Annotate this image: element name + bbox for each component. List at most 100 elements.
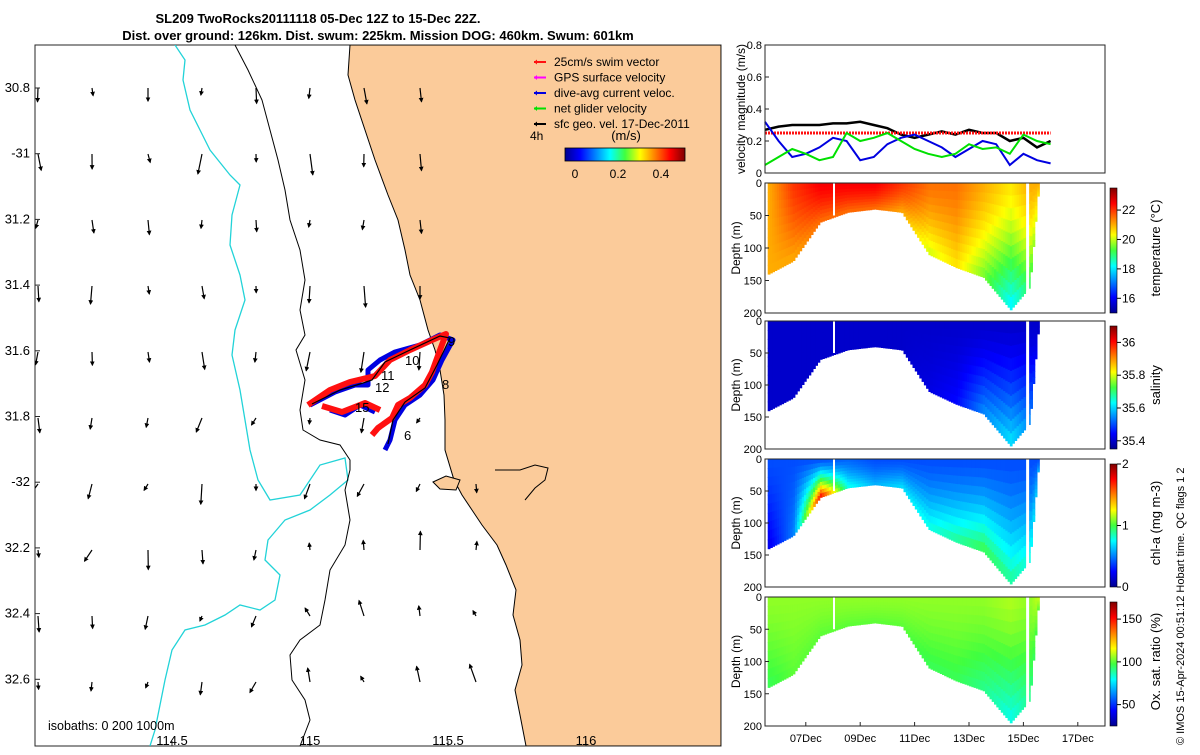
day-label-8: 8 — [442, 377, 449, 392]
speed-colorbar — [565, 148, 685, 161]
velocity-series-line — [765, 122, 1051, 148]
data-gap — [833, 321, 835, 353]
map-x-tick-label: 116 — [576, 733, 597, 748]
heatmap-cell — [1035, 351, 1038, 355]
heatmap-cell — [1030, 263, 1033, 273]
panel-y-tick-label: 150 — [744, 550, 762, 562]
heatmap-cell — [1035, 202, 1038, 206]
panel-y-tick-label: 50 — [750, 211, 762, 223]
data-gap — [1026, 321, 1029, 449]
panel-ylabel: Depth (m) — [729, 358, 743, 411]
speed-cbar-tick-0: 0 — [572, 167, 579, 181]
title-line-1: SL209 TwoRocks20111118 05-Dec 12Z to 15-… — [156, 11, 481, 26]
sfc-velocity-arrow — [256, 220, 257, 232]
heatmap-cell — [1035, 482, 1038, 486]
heatmap-cell — [1033, 234, 1036, 241]
panel-colorbar — [1110, 464, 1117, 587]
legend-label: net glider velocity — [554, 102, 647, 116]
panel-colorbar — [1110, 326, 1117, 449]
cbar-tick-label: 36 — [1122, 335, 1136, 349]
heatmap-cell — [1035, 478, 1038, 482]
heatmap-cell — [1037, 471, 1040, 473]
heatmap-cell — [1037, 333, 1040, 335]
heatmap-cell — [1033, 221, 1036, 228]
heatmap-cell — [1035, 344, 1038, 348]
heatmap-cell — [1035, 217, 1038, 221]
map-y-tick-label: 32.4 — [5, 606, 30, 621]
day-label-12: 12 — [375, 380, 389, 395]
heatmap-cell — [1035, 214, 1038, 218]
heatmap-cell — [1035, 340, 1038, 344]
cbar-tick-label: 0 — [1122, 580, 1129, 594]
heatmap-cell — [1033, 371, 1036, 378]
data-gap — [1026, 183, 1029, 313]
day-label-15: 15 — [355, 400, 369, 415]
heatmap-cell — [1033, 515, 1036, 522]
heatmap-cell — [1033, 503, 1036, 510]
day-label-9: 9 — [448, 334, 455, 349]
heatmap-cell — [1035, 489, 1038, 493]
panel-salinity: Depth (m)35.435.635.836salinity050100150… — [729, 316, 1163, 456]
map-y-tick-label: 31.2 — [5, 211, 30, 226]
legend-label: dive-avg current veloc. — [554, 86, 675, 100]
data-gap — [833, 459, 835, 491]
panel-ylabel: Depth (m) — [729, 496, 743, 549]
legend-label: 25cm/s swim vector — [554, 55, 659, 69]
time-label: 4h — [530, 129, 543, 143]
panel-y-tick-label: 100 — [744, 243, 762, 255]
heatmap-cell — [1033, 509, 1036, 516]
heatmap-cell — [1035, 210, 1038, 214]
panel-cbar-label: temperature (°C) — [1148, 200, 1163, 297]
heatmap-cell — [1037, 195, 1040, 197]
cbar-tick-label: 2 — [1122, 457, 1129, 471]
panel-y-tick-label: 0 — [756, 178, 762, 190]
heatmap-cell — [1035, 198, 1038, 202]
map-x-tick-label: 115 — [300, 733, 321, 748]
cbar-tick-label: 16 — [1122, 291, 1136, 305]
map-y-tick-label: 31.8 — [5, 409, 30, 424]
map-y-tick-label: -32 — [11, 474, 30, 489]
title-line-2: Dist. over ground: 126km. Dist. swum: 22… — [122, 28, 634, 43]
sfc-velocity-arrow — [38, 682, 39, 689]
panel-y-tick-label: 0.4 — [747, 104, 762, 116]
panel-y-tick-label: 50 — [750, 348, 762, 360]
map-y-tick-label: 31.6 — [5, 343, 30, 358]
sfc-velocity-arrow — [476, 484, 477, 493]
panel-y-tick-label: 100 — [744, 518, 762, 530]
panel-y-tick-label: 150 — [744, 276, 762, 288]
panel-y-tick-label: 150 — [744, 412, 762, 424]
heatmap-cell — [1033, 240, 1036, 247]
speed-cbar-tick-1: 0.2 — [610, 167, 627, 181]
panel-colorbar — [1110, 188, 1117, 313]
map-y-tick-label: 32.2 — [5, 540, 30, 555]
cbar-tick-label: 22 — [1122, 203, 1136, 217]
speed-cbar-tick-2: 0.4 — [653, 167, 670, 181]
map-x-tick-label: 114.5 — [156, 733, 188, 748]
sfc-velocity-arrow — [309, 418, 310, 424]
map-y-tick-label: 30.8 — [5, 80, 30, 95]
heatmap-cell — [1035, 355, 1038, 359]
profile-panels: velocity magnitude (m/s)00.20.40.60.8Dep… — [729, 40, 1163, 733]
heatmap-cell — [1033, 497, 1036, 504]
velocity-series-line — [765, 122, 1051, 165]
panel-y-tick-label: 100 — [744, 380, 762, 392]
map-y-tick-label: 32.6 — [5, 671, 30, 686]
heatmap-cell — [1030, 400, 1033, 409]
sfc-velocity-arrow — [363, 540, 364, 550]
map-y-tick-label: -31 — [11, 146, 30, 161]
cbar-tick-label: 1 — [1122, 519, 1129, 533]
sfc-velocity-arrow — [92, 616, 93, 628]
sfc-velocity-arrow — [309, 543, 310, 550]
heatmap-cell — [1030, 391, 1033, 400]
panel-ylabel: Depth (m) — [729, 221, 743, 274]
heatmap-cell — [1030, 529, 1033, 538]
sfc-velocity-arrow — [38, 88, 39, 102]
heatmap-cell — [1035, 493, 1038, 497]
day-label-10: 10 — [405, 353, 419, 368]
cbar-tick-label: 35.4 — [1122, 434, 1146, 448]
heatmap-cell — [1033, 377, 1036, 384]
